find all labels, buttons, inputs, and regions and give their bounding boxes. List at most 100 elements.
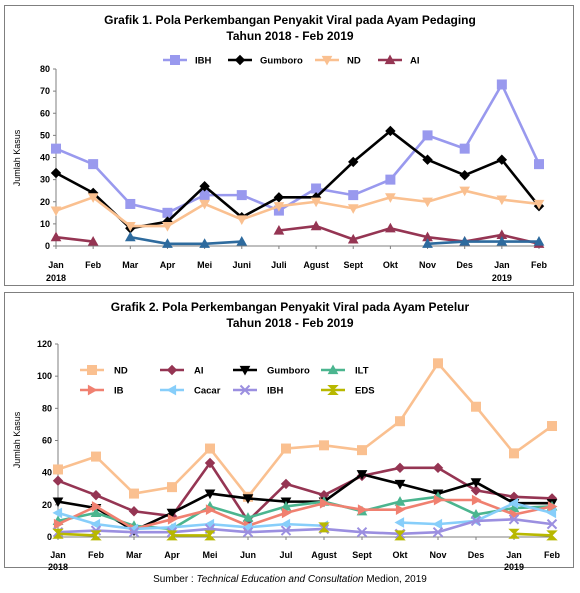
chart2-data-point [91, 451, 101, 462]
chart1-data-point [87, 236, 99, 246]
chart2-data-point [205, 504, 216, 516]
chart2-x-tick-label: Mar [126, 550, 143, 560]
chart2-legend-item-ib: IB [80, 384, 124, 397]
chart2-legend-label: ND [114, 366, 128, 377]
chart1-x-tick-label: Mar [122, 260, 139, 270]
chart1-data-point [459, 143, 470, 154]
chart1-data-point [385, 193, 396, 203]
chart2-data-point [53, 518, 64, 530]
chart2-x-tick-label: Mei [202, 550, 217, 560]
chart1-data-point [459, 186, 471, 197]
chart2-legend-label: ILT [355, 366, 369, 377]
chart1-data-point [459, 169, 470, 181]
chart1-data-point [385, 222, 396, 233]
chart1-data-point [273, 202, 285, 212]
chart2-year-label: 2019 [504, 562, 524, 572]
chart1-year-label: 2018 [46, 273, 66, 283]
chart1-data-point [311, 183, 322, 194]
chart2-x-tick-label: Des [468, 550, 485, 560]
chart1-data-point [347, 233, 359, 244]
chart1-series-line [55, 189, 540, 228]
chart1-data-point [124, 221, 136, 232]
chart2-data-point [52, 528, 64, 539]
chart1-data-point [385, 125, 396, 137]
chart1-data-point [199, 238, 210, 248]
chart1-data-point [422, 154, 433, 165]
chart1-data-point [50, 206, 62, 217]
chart2-series-line [57, 361, 553, 499]
chart2-title: Grafik 2. Pola Perkembangan Penyakit Vir… [111, 300, 470, 314]
chart1-x-tick-label: Feb [531, 260, 548, 270]
chart2-data-point [319, 440, 329, 451]
chart1-legend-marker [170, 55, 180, 65]
chart2-data-point [394, 462, 406, 474]
chart2-series-line [57, 511, 325, 531]
chart1-x-tick-label: Sept [343, 260, 363, 270]
chart2-series-line [57, 461, 553, 523]
chart2-data-point [432, 462, 444, 474]
chart2-data-point [394, 517, 405, 528]
chart1-subtitle: Tahun 2018 - Feb 2019 [226, 29, 353, 43]
chart2-legend-label: Cacar [194, 386, 221, 397]
chart2-x-tick-label: Nov [429, 550, 446, 560]
chart1-data-point [88, 159, 99, 170]
chart1-data-point [199, 190, 210, 201]
chart2-data-point [319, 497, 330, 509]
chart2-x-tick-label: Agust [311, 550, 337, 560]
chart2-data-point [508, 528, 520, 539]
chart2-legend-marker [166, 364, 178, 376]
chart2-data-point [546, 507, 557, 519]
chart2-y-axis-label: Jumlah Kasus [12, 411, 22, 468]
chart1-data-point [162, 207, 173, 218]
chart2-data-point [395, 504, 406, 516]
chart2-series-line [57, 518, 553, 536]
chart2-data-point [470, 485, 482, 496]
chart1-legend-marker [234, 54, 246, 66]
chart1-data-point [273, 192, 285, 203]
chart1-data-point [347, 204, 359, 214]
chart2-data-point [547, 421, 557, 432]
chart1-data-point [533, 236, 545, 246]
chart1-data-point [236, 190, 247, 201]
chart2-x-tick-label: Jan [50, 550, 66, 560]
chart2-data-point [91, 501, 102, 512]
chart1-data-point [385, 174, 396, 185]
source-caption: Sumber : Technical Education and Consult… [0, 574, 580, 585]
chart1-data-point [422, 197, 433, 208]
chart2-legend-label: EDS [355, 386, 375, 397]
chart2-data-point [356, 526, 368, 538]
chart2-data-point [205, 443, 215, 454]
chart1-series-line [278, 224, 540, 246]
chart1-legend-label: AI [410, 56, 420, 67]
chart1-data-point [162, 238, 173, 248]
chart2-y-tick-label: 20 [42, 500, 52, 510]
chart2-legend-item-gumboro: Gumboro [233, 366, 310, 377]
chart1-data-point [422, 238, 433, 248]
chart2-series-ibh [52, 514, 558, 539]
chart2-x-tick-label: Sept [352, 550, 372, 560]
chart2-data-point [242, 494, 254, 504]
chart1-data-point [496, 79, 507, 90]
chart2-data-point [90, 518, 101, 530]
chart2-legend-item-ilt: ILT [321, 364, 369, 377]
chart2-data-point [90, 530, 102, 541]
chart2-data-point [394, 496, 406, 506]
chart1-data-point [533, 199, 545, 210]
chart1-data-point [422, 130, 433, 141]
chart2-legend-item-ibh: IBH [233, 384, 284, 397]
chart2-x-tick-label: Jan [506, 550, 522, 560]
chart2-y-tick-label: 60 [42, 436, 52, 446]
chart1-data-point [459, 236, 471, 246]
chart2-year-label: 2018 [48, 562, 68, 572]
chart2-legend-marker [239, 365, 251, 376]
chart2-x-tick-label: Feb [544, 550, 561, 560]
chart2-data-point [52, 497, 64, 508]
chart2-data-point [281, 507, 292, 519]
chart1-y-axis-label: Jumlah Kasus [12, 129, 22, 186]
chart1-legend-marker [321, 55, 333, 66]
chart2-legend-item-ai: AI [160, 364, 204, 377]
source-prefix: Sumber : [153, 574, 197, 585]
chart1-data-point [496, 195, 508, 206]
chart2-legend-label: Gumboro [267, 366, 310, 377]
chart1-x-tick-label: Agust [303, 260, 329, 270]
